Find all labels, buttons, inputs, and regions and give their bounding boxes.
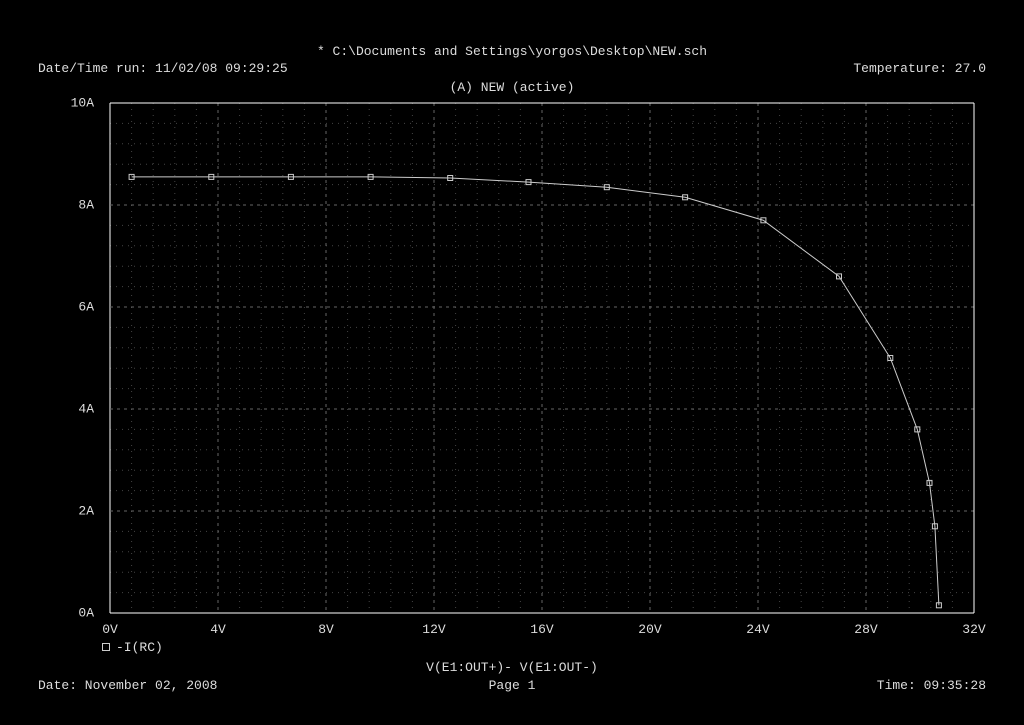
x-axis-label: V(E1:OUT+)- V(E1:OUT-)	[0, 660, 1024, 675]
datetime-run: Date/Time run: 11/02/08 09:29:25	[38, 61, 288, 76]
file-title: * C:\Documents and Settings\yorgos\Deskt…	[0, 44, 1024, 59]
x-tick-label: 8V	[318, 622, 334, 637]
footer-page: Page 1	[0, 678, 1024, 693]
plot-subtitle: (A) NEW (active)	[0, 80, 1024, 95]
y-tick-label: 4A	[78, 402, 94, 417]
legend-label: -I(RC)	[116, 640, 163, 655]
x-tick-label: 16V	[530, 622, 553, 637]
y-tick-label: 6A	[78, 300, 94, 315]
y-tick-label: 0A	[78, 606, 94, 621]
x-tick-label: 28V	[854, 622, 877, 637]
x-tick-label: 24V	[746, 622, 769, 637]
y-tick-label: 8A	[78, 198, 94, 213]
x-tick-label: 0V	[102, 622, 118, 637]
x-tick-label: 32V	[962, 622, 985, 637]
footer-time: Time: 09:35:28	[877, 678, 986, 693]
plot-area	[60, 98, 980, 618]
x-tick-label: 4V	[210, 622, 226, 637]
y-tick-label: 10A	[71, 96, 94, 111]
square-marker-icon	[102, 643, 110, 651]
temperature: Temperature: 27.0	[853, 61, 986, 76]
x-tick-label: 12V	[422, 622, 445, 637]
x-tick-label: 20V	[638, 622, 661, 637]
spice-plot-window: * C:\Documents and Settings\yorgos\Deskt…	[0, 0, 1024, 725]
legend: -I(RC)	[102, 640, 163, 655]
y-tick-label: 2A	[78, 504, 94, 519]
